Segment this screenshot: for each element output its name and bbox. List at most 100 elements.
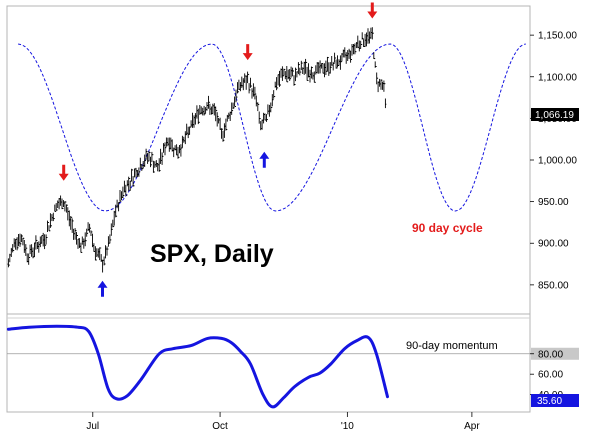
price-bar <box>326 56 329 72</box>
price-bar <box>369 27 372 39</box>
x-tick-label: Jul <box>86 421 99 432</box>
price-bar <box>33 242 36 258</box>
price-bar <box>335 57 338 69</box>
price-bar <box>274 81 277 97</box>
price-bar <box>348 48 351 59</box>
price-bar <box>14 238 17 250</box>
price-y-tick-label: 1,100.00 <box>538 72 577 83</box>
cycle-top-arrow <box>367 2 378 19</box>
price-bar <box>216 110 219 127</box>
price-bar <box>116 199 119 217</box>
price-bar <box>246 71 249 84</box>
price-bar <box>132 169 135 187</box>
price-bar <box>7 258 10 268</box>
price-bar <box>242 78 245 91</box>
price-bar <box>65 201 68 213</box>
price-bar <box>304 58 307 74</box>
price-bar <box>220 128 223 139</box>
price-bar <box>243 73 246 83</box>
price-bar <box>126 180 129 196</box>
price-bar <box>8 253 11 266</box>
price-bar <box>82 238 85 249</box>
price-bar <box>206 102 208 111</box>
price-bar <box>338 59 340 66</box>
price-y-tick-label: 950.00 <box>538 197 569 208</box>
price-bar <box>236 82 239 98</box>
price-bar <box>110 223 113 241</box>
price-bar <box>367 28 369 44</box>
price-bar <box>45 234 48 246</box>
markers-layer <box>58 2 378 297</box>
price-bar <box>278 70 281 87</box>
price-last-tag: 1,066.19 <box>531 108 579 121</box>
price-bar <box>49 213 52 232</box>
price-bar <box>16 237 19 251</box>
price-bar <box>179 144 182 157</box>
price-bar <box>120 191 123 202</box>
price-bar <box>204 107 207 115</box>
price-bar <box>287 69 290 83</box>
price-bar <box>226 114 229 130</box>
price-bar <box>113 210 116 227</box>
price-bar <box>272 90 275 101</box>
price-bar <box>378 78 381 87</box>
price-bar <box>66 204 69 221</box>
price-bar <box>62 200 65 209</box>
cycle-bottom-arrow <box>259 151 270 168</box>
price-bar <box>175 144 178 156</box>
price-bar <box>124 184 127 196</box>
price-bar <box>166 137 169 147</box>
price-bar <box>306 61 309 81</box>
momentum-panel-frame <box>6 313 531 413</box>
x-tick-label: Oct <box>212 421 228 432</box>
momentum-layer <box>6 324 530 409</box>
price-bar <box>52 212 55 222</box>
price-bar <box>295 68 298 78</box>
price-bar <box>384 83 387 109</box>
y-axis: 1,150.001,100.001,050.001,000.00950.0090… <box>530 31 579 401</box>
price-bar <box>156 163 159 172</box>
price-bar <box>297 62 300 75</box>
price-bar <box>169 137 172 150</box>
price-bar <box>40 235 43 244</box>
price-bar <box>264 113 266 121</box>
price-bar <box>339 55 342 70</box>
price-bar <box>307 63 310 81</box>
price-bar <box>92 243 95 252</box>
price-bar <box>214 106 217 122</box>
price-bars-layer <box>7 27 387 273</box>
price-bar <box>194 113 197 125</box>
cycle-top-arrow <box>242 44 253 61</box>
price-bar <box>324 60 327 75</box>
price-bar <box>219 117 222 130</box>
cycle-curve <box>18 43 526 212</box>
price-bar <box>362 37 365 47</box>
price-bar <box>377 77 380 93</box>
price-bar <box>24 244 27 256</box>
momentum-reference-tag <box>531 347 579 360</box>
price-bar <box>69 216 72 230</box>
price-bar <box>239 82 242 92</box>
price-bar <box>314 65 317 83</box>
price-bar <box>85 228 88 242</box>
price-bar <box>253 86 256 100</box>
price-bar <box>158 158 161 172</box>
price-bar <box>322 63 324 74</box>
price-bar <box>153 161 156 173</box>
price-bar <box>232 102 235 112</box>
price-bar <box>68 210 71 227</box>
price-bar <box>365 32 368 47</box>
price-bar <box>178 145 181 158</box>
price-bar <box>150 151 153 166</box>
price-bar <box>48 222 50 232</box>
price-bar <box>249 77 252 91</box>
price-bar <box>190 120 193 128</box>
price-bar <box>317 62 320 74</box>
price-bar <box>290 66 293 80</box>
price-bar <box>97 248 100 258</box>
price-bar <box>161 152 164 165</box>
price-bar <box>230 102 233 115</box>
price-bar <box>71 216 74 233</box>
price-bar <box>213 103 216 116</box>
